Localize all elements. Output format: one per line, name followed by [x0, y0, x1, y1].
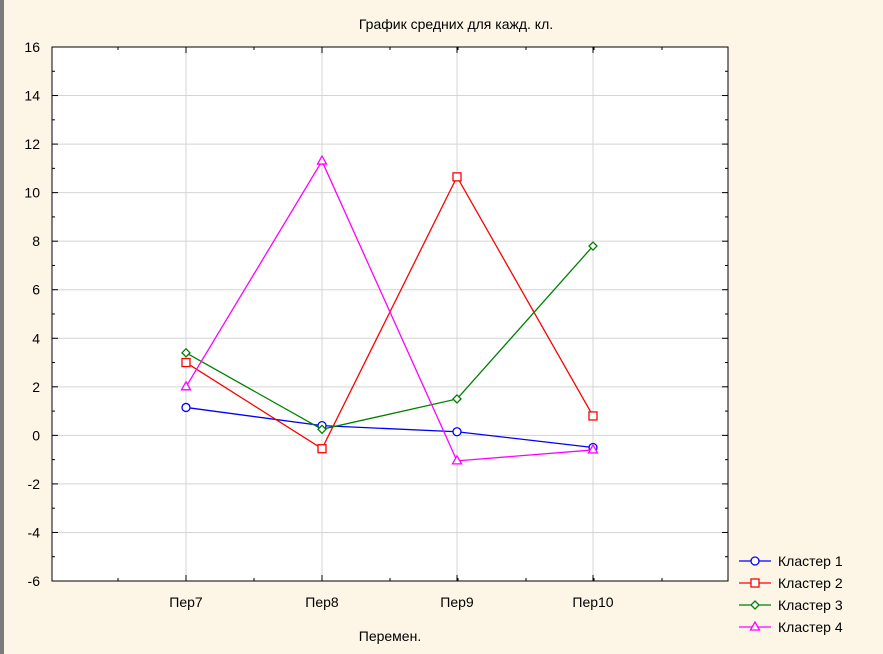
y-tick-label: 0: [32, 427, 40, 443]
data-point: [317, 444, 327, 454]
data-point: [181, 357, 191, 368]
x-axis: Пер7 Пер8 Пер9 Пер10: [117, 47, 663, 610]
series-3: [181, 241, 598, 435]
series-group: [180, 154, 599, 465]
data-point: [180, 380, 192, 391]
chart: График средних для кажд. кл. -6 -4 -2 0 2 4 6 8…: [24, 16, 843, 644]
y-tick-label: 16: [24, 39, 40, 55]
legend-marker: [750, 578, 760, 588]
series-line: [185, 175, 594, 450]
x-axis-title: Перемен.: [359, 628, 421, 644]
legend-label: Кластер 1: [778, 553, 843, 569]
y-tick-label: 14: [24, 88, 40, 104]
data-point: [588, 411, 598, 421]
chart-title: График средних для кажд. кл.: [359, 16, 553, 32]
data-point: [317, 424, 327, 435]
y-tick-label: 10: [24, 185, 40, 201]
y-tick-label: -4: [28, 524, 41, 540]
x-tick-label: Пер7: [169, 594, 203, 610]
y-tick-label: -2: [28, 476, 41, 492]
data-point: [316, 154, 328, 165]
y-tick-label: 8: [32, 233, 40, 249]
x-tick-label: Пер8: [305, 594, 339, 610]
legend-item: Кластер 4: [739, 619, 843, 635]
series-line: [185, 159, 594, 462]
data-point: [181, 347, 191, 358]
legend-marker: [750, 600, 760, 610]
legend-label: Кластер 4: [778, 619, 843, 635]
legend-marker: [750, 556, 760, 566]
legend-item: Кластер 1: [739, 553, 843, 569]
data-point: [588, 241, 598, 251]
y-tick-label: 4: [32, 330, 40, 346]
x-tick-label: Пер9: [440, 594, 474, 610]
legend-label: Кластер 3: [778, 597, 843, 613]
data-point: [452, 172, 462, 182]
grid: [52, 47, 728, 581]
y-tick-label: 2: [32, 379, 40, 395]
legend-label: Кластер 2: [778, 575, 843, 591]
legend-item: Кластер 2: [739, 575, 843, 591]
data-point: [587, 443, 599, 454]
series-2: [181, 172, 598, 454]
series-line: [185, 406, 594, 449]
data-point: [452, 394, 462, 404]
legend-marker: [749, 620, 761, 631]
series-line: [185, 245, 594, 430]
legend-item: Кластер 3: [739, 597, 843, 613]
y-tick-label: -6: [28, 573, 41, 589]
y-tick-label: 6: [32, 282, 40, 298]
y-axis: -6 -4 -2 0 2 4 6 8 10 12 14 16: [24, 39, 728, 589]
legend: Кластер 1 Кластер 2 Кластер 3 Кластер 4: [739, 553, 843, 635]
data-point: [452, 427, 462, 437]
x-tick-label: Пер10: [572, 594, 613, 610]
y-tick-label: 12: [24, 136, 40, 152]
plot-area: [52, 47, 728, 581]
data-point: [451, 454, 463, 465]
data-point: [181, 402, 191, 413]
series-4: [180, 154, 599, 465]
